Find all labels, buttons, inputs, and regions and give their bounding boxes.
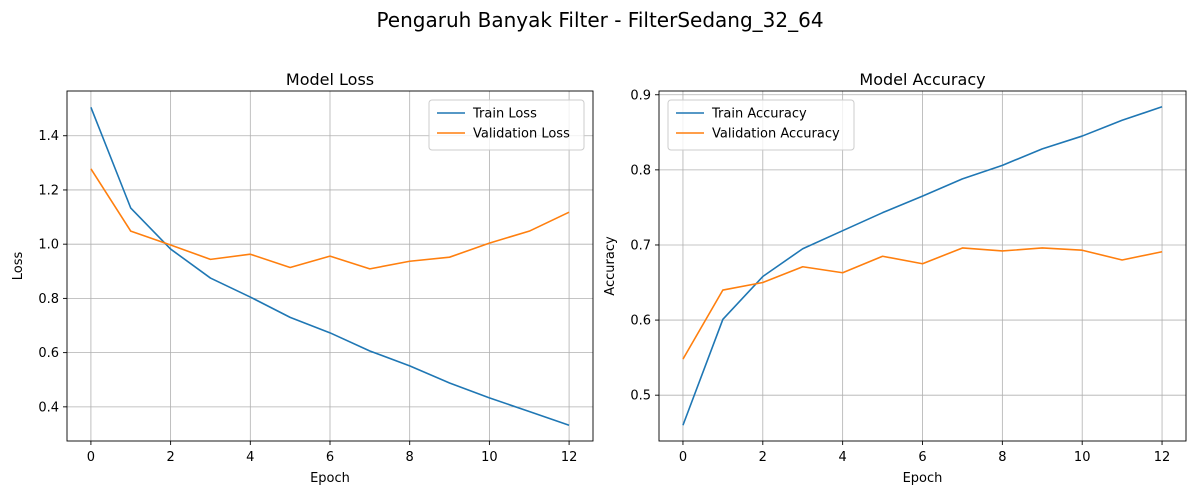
loss-series-0-line [90, 106, 570, 427]
loss-xtick-label: 4 [246, 450, 254, 465]
accuracy-legend: Train Accuracy Validation Accuracy [667, 99, 855, 151]
loss-ytick-label: 1.0 [38, 238, 59, 253]
accuracy-xtick-label: 12 [1154, 450, 1171, 465]
accuracy-legend-label-1: Validation Accuracy [712, 127, 840, 142]
accuracy-series-1-line [682, 247, 1163, 360]
loss-legend: Train Loss Validation Loss [428, 99, 585, 151]
accuracy-chart-title: Model Accuracy [859, 70, 985, 89]
accuracy-ytick-label: 0.7 [630, 238, 651, 253]
loss-ytick-label: 1.2 [38, 183, 59, 198]
loss-xtick-label: 0 [87, 450, 95, 465]
accuracy-legend-label-0: Train Accuracy [711, 107, 807, 122]
loss-ytick-label: 0.4 [38, 400, 59, 415]
loss-xtick-label: 2 [166, 450, 174, 465]
accuracy-xtick-label: 2 [759, 450, 767, 465]
loss-ytick-label: 0.8 [38, 292, 59, 307]
accuracy-ytick-label: 0.6 [630, 314, 651, 329]
accuracy-legend-box [667, 99, 855, 151]
accuracy-xtick-label: 10 [1074, 450, 1091, 465]
loss-xtick-label: 12 [561, 450, 578, 465]
accuracy-ytick-label: 0.8 [630, 163, 651, 178]
accuracy-ytick-label: 0.9 [630, 88, 651, 103]
loss-legend-label-1: Validation Loss [473, 127, 570, 142]
loss-xtick-label: 6 [326, 450, 334, 465]
accuracy-xtick-label: 4 [839, 450, 847, 465]
accuracy-y-axis-label: Accuracy [603, 236, 618, 296]
loss-series-1-line [90, 168, 570, 270]
loss-chart-panel: 0 2 4 6 8 10 12 0.4 0.6 0.8 1.0 1.2 1.4 Model Loss Epo… [11, 70, 594, 486]
loss-legend-label-0: Train Loss [472, 107, 537, 122]
accuracy-xtick-label: 0 [679, 450, 687, 465]
loss-ytick-label: 1.4 [38, 129, 59, 144]
accuracy-xtick-label: 8 [998, 450, 1006, 465]
loss-legend-box [428, 99, 585, 151]
loss-xtick-label: 8 [406, 450, 414, 465]
figure-suptitle: Pengaruh Banyak Filter - FilterSedang_32… [376, 8, 823, 32]
accuracy-ytick-label: 0.5 [630, 389, 651, 404]
accuracy-xtick-label: 6 [918, 450, 926, 465]
accuracy-chart-panel: 0 2 4 6 8 10 12 0.5 0.6 0.7 0.8 0.9 Model Accuracy Ep… [603, 70, 1187, 486]
loss-x-axis-label: Epoch [310, 471, 350, 486]
accuracy-x-axis-label: Epoch [903, 471, 943, 486]
loss-xtick-label: 10 [481, 450, 498, 465]
accuracy-series-0-line [682, 106, 1163, 426]
loss-y-axis-label: Loss [11, 252, 26, 281]
loss-ytick-label: 0.6 [38, 346, 59, 361]
loss-chart-title: Model Loss [286, 70, 374, 89]
